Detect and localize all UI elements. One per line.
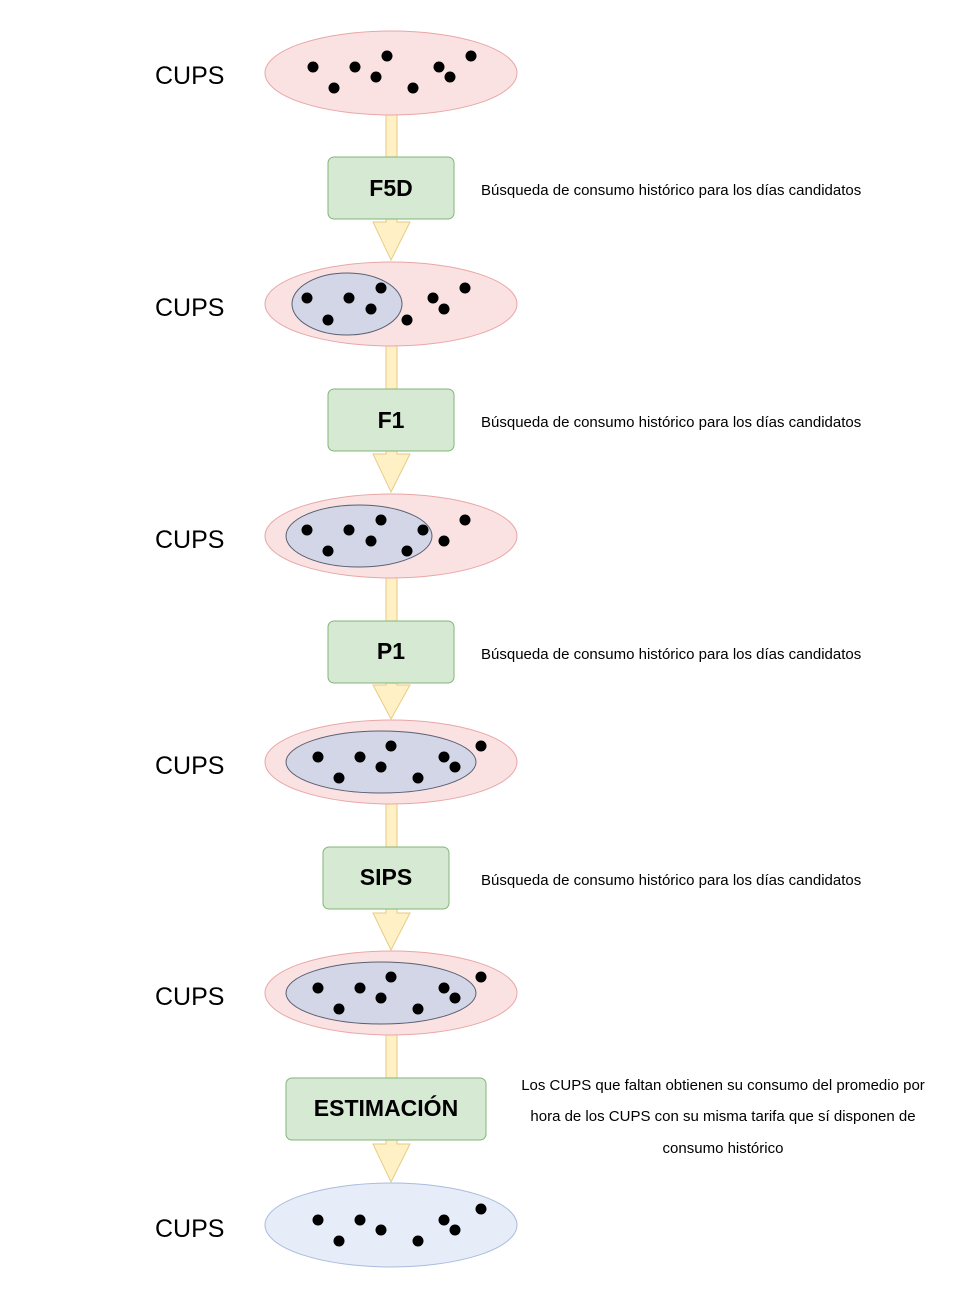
cups-dots bbox=[312, 740, 487, 784]
step-label: F5D bbox=[369, 175, 412, 201]
cups-dot bbox=[465, 50, 477, 62]
found-subset-ellipse bbox=[285, 504, 433, 568]
cups-set-1: CUPS bbox=[155, 30, 518, 116]
cups-dot bbox=[365, 303, 377, 315]
cups-set-label: CUPS bbox=[155, 752, 224, 780]
final-cups-set-ellipse bbox=[264, 1182, 518, 1268]
cups-set-ellipse bbox=[264, 30, 518, 116]
cups-dot bbox=[343, 524, 355, 536]
step-box bbox=[285, 1077, 487, 1141]
cups-dot bbox=[365, 535, 377, 547]
cups-set-label: CUPS bbox=[155, 294, 224, 322]
step-label: P1 bbox=[377, 638, 405, 664]
cups-dots bbox=[301, 514, 471, 557]
cups-dot bbox=[438, 535, 450, 547]
cups-dot bbox=[333, 772, 345, 784]
cups-dot bbox=[322, 545, 334, 557]
step-f1: F1 Búsqueda de consumo histórico para lo… bbox=[327, 388, 861, 452]
cups-dot bbox=[438, 1214, 450, 1226]
step-box bbox=[327, 388, 455, 452]
cups-dot bbox=[475, 1203, 487, 1215]
cups-dot bbox=[385, 740, 397, 752]
step-f5d: F5D Búsqueda de consumo histórico para l… bbox=[327, 156, 861, 220]
cups-dot bbox=[312, 751, 324, 763]
step-box bbox=[327, 156, 455, 220]
cups-dot bbox=[349, 61, 361, 73]
cups-dot bbox=[354, 1214, 366, 1226]
cups-dots bbox=[301, 282, 471, 326]
cups-dot bbox=[433, 61, 445, 73]
cups-dot bbox=[301, 292, 313, 304]
cups-dot bbox=[475, 971, 487, 983]
cups-set-5: CUPS bbox=[155, 950, 518, 1036]
cups-dot bbox=[307, 61, 319, 73]
cups-dot bbox=[475, 740, 487, 752]
cups-dot bbox=[438, 982, 450, 994]
step-description-line: consumo histórico bbox=[663, 1140, 784, 1157]
step-box bbox=[322, 846, 450, 910]
cups-dot bbox=[375, 761, 387, 773]
cups-dot bbox=[412, 1235, 424, 1247]
cups-dots bbox=[312, 1203, 487, 1247]
cups-dot bbox=[449, 992, 461, 1004]
cups-set-6: CUPS bbox=[155, 1182, 518, 1268]
step-description: Búsqueda de consumo histórico para los d… bbox=[481, 414, 861, 431]
cups-dot bbox=[385, 971, 397, 983]
step-sips: SIPS Búsqueda de consumo histórico para … bbox=[322, 846, 861, 910]
cups-dot bbox=[375, 514, 387, 526]
cups-dot bbox=[375, 992, 387, 1004]
cups-dot bbox=[381, 50, 393, 62]
step-p1: P1 Búsqueda de consumo histórico para lo… bbox=[327, 620, 861, 684]
step-estimacion: ESTIMACIÓN Los CUPS que faltan obtienen … bbox=[285, 1077, 925, 1157]
cups-dot bbox=[438, 751, 450, 763]
step-description-line: hora de los CUPS con su misma tarifa que… bbox=[530, 1108, 915, 1125]
cups-set-label: CUPS bbox=[155, 62, 224, 90]
cups-set-2: CUPS bbox=[155, 261, 518, 347]
cups-set-label: CUPS bbox=[155, 526, 224, 554]
cups-dot bbox=[333, 1235, 345, 1247]
cups-dot bbox=[375, 1224, 387, 1236]
step-description-line: Los CUPS que faltan obtienen su consumo … bbox=[521, 1077, 925, 1094]
cups-dot bbox=[333, 1003, 345, 1015]
step-label: F1 bbox=[378, 407, 405, 433]
cups-dot bbox=[449, 1224, 461, 1236]
cups-dot bbox=[401, 545, 413, 557]
cups-dot bbox=[438, 303, 450, 315]
cups-dot bbox=[444, 71, 456, 83]
cups-dot bbox=[449, 761, 461, 773]
cups-dot bbox=[407, 82, 419, 94]
cups-dot bbox=[375, 282, 387, 294]
cups-set-3: CUPS bbox=[155, 493, 518, 579]
cups-dot bbox=[412, 1003, 424, 1015]
cups-dot bbox=[370, 71, 382, 83]
step-description: Búsqueda de consumo histórico para los d… bbox=[481, 182, 861, 199]
cups-set-label: CUPS bbox=[155, 1215, 224, 1243]
step-box bbox=[327, 620, 455, 684]
cups-dot bbox=[322, 314, 334, 326]
step-label: ESTIMACIÓN bbox=[314, 1094, 458, 1121]
cups-dot bbox=[301, 524, 313, 536]
step-description: Búsqueda de consumo histórico para los d… bbox=[481, 872, 861, 889]
step-label: SIPS bbox=[360, 864, 412, 890]
cups-dot bbox=[459, 282, 471, 294]
cups-set-label: CUPS bbox=[155, 983, 224, 1011]
cups-set-4: CUPS bbox=[155, 719, 518, 805]
cups-dot bbox=[459, 514, 471, 526]
cups-dot bbox=[354, 751, 366, 763]
cups-dots bbox=[307, 50, 477, 94]
cups-dot bbox=[328, 82, 340, 94]
cups-dot bbox=[401, 314, 413, 326]
cups-dot bbox=[417, 524, 429, 536]
cups-dot bbox=[412, 772, 424, 784]
cups-dot bbox=[427, 292, 439, 304]
cups-dot bbox=[354, 982, 366, 994]
cups-dot bbox=[312, 982, 324, 994]
step-description: Búsqueda de consumo histórico para los d… bbox=[481, 646, 861, 663]
found-subset-ellipse bbox=[291, 272, 403, 336]
cups-dots bbox=[312, 971, 487, 1015]
cups-dot bbox=[343, 292, 355, 304]
cups-dot bbox=[312, 1214, 324, 1226]
